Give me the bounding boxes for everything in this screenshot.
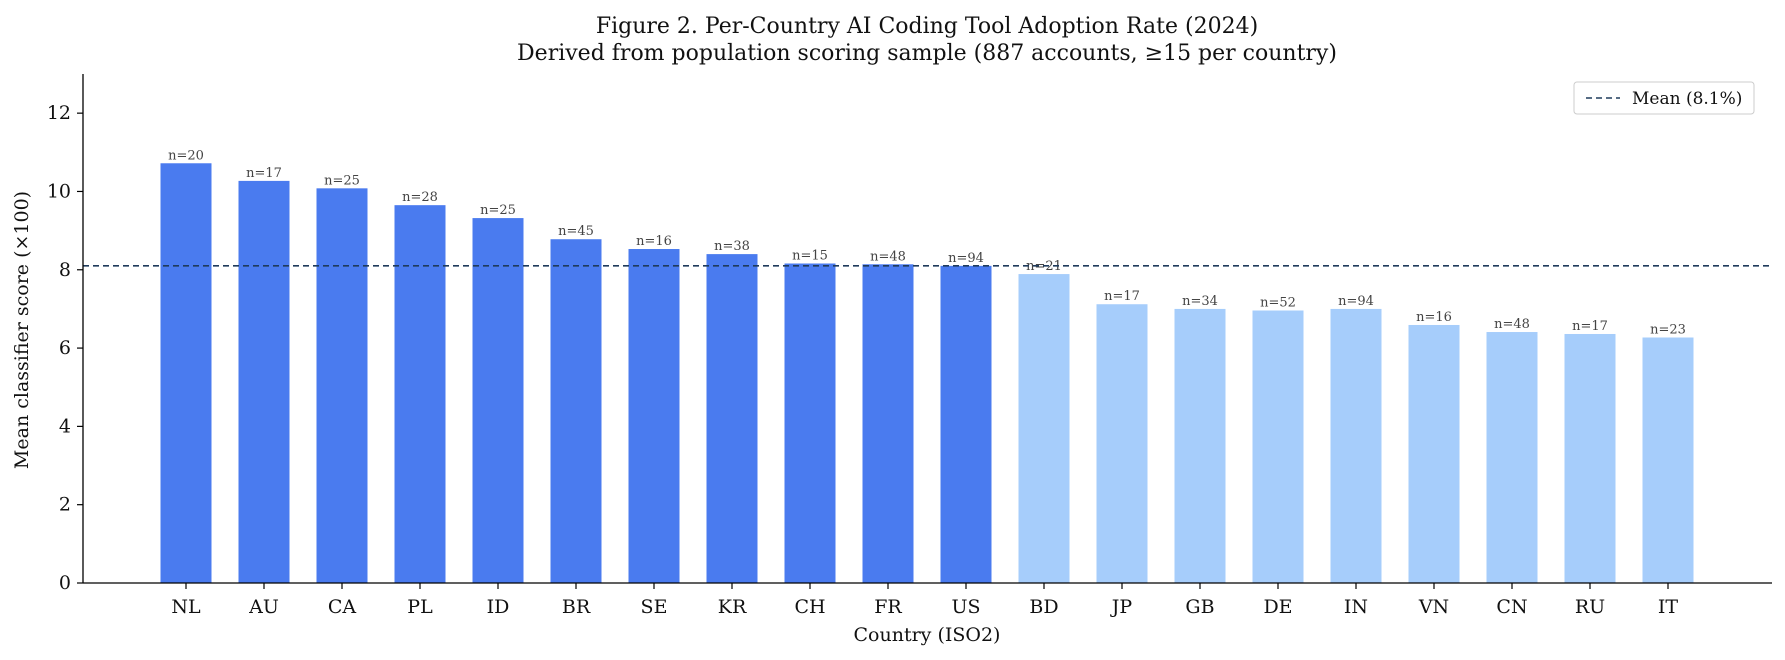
n-label-ch: n=15 — [792, 249, 828, 264]
n-label-se: n=16 — [636, 234, 672, 249]
bars-group — [160, 163, 1694, 584]
x-tick-label-nl: NL — [171, 596, 201, 618]
x-axis-ticks: NL AU CA PL ID BR SE KR CH FR US BD JP GB DE IN VN CN RU IT — [171, 583, 1678, 618]
bar-jp — [1096, 304, 1148, 583]
x-tick-label-id: ID — [487, 596, 510, 618]
n-label-nl: n=20 — [168, 148, 204, 163]
bar-br — [550, 239, 602, 583]
n-label-gb: n=34 — [1182, 294, 1218, 309]
x-tick-label-au: AU — [248, 596, 279, 618]
x-tick-label-cn: CN — [1496, 596, 1527, 618]
n-label-pl: n=28 — [402, 190, 438, 205]
y-axis-label: Mean classifier score (×100) — [11, 191, 33, 469]
bar-vn — [1408, 324, 1460, 583]
bar-ch — [784, 263, 836, 583]
legend-frame — [1573, 81, 1755, 115]
bar-cn — [1486, 332, 1538, 583]
x-tick-label-kr: KR — [718, 596, 747, 618]
x-tick-label-br: BR — [562, 596, 591, 618]
x-tick-label-jp: JP — [1110, 596, 1133, 618]
n-label-us: n=94 — [948, 251, 984, 266]
bar-nl — [160, 163, 212, 584]
bar-au — [238, 180, 290, 583]
y-tick-label: 4 — [59, 415, 71, 437]
y-axis-ticks: 0 2 4 6 8 10 12 — [47, 102, 83, 594]
y-tick-label: 8 — [59, 259, 71, 281]
bar-de — [1252, 310, 1304, 583]
chart-title: Figure 2. Per-Country AI Coding Tool Ado… — [596, 14, 1258, 39]
bar-in — [1330, 308, 1382, 583]
x-tick-label-bd: BD — [1029, 596, 1058, 618]
n-label-kr: n=38 — [714, 239, 750, 254]
x-tick-label-us: US — [951, 596, 980, 618]
x-tick-label-ch: CH — [794, 596, 825, 618]
bar-se — [628, 249, 680, 583]
sample-size-labels: n=20 n=17 n=25 n=28 n=25 n=45 n=16 n=38 n=15 n=48… — [168, 148, 1686, 337]
bar-ru — [1564, 333, 1616, 583]
bar-kr — [706, 254, 758, 583]
n-label-cn: n=48 — [1494, 317, 1530, 332]
bar-id — [472, 218, 524, 583]
x-tick-label-pl: PL — [407, 596, 433, 618]
bar-fr — [862, 264, 914, 583]
bar-it — [1642, 337, 1694, 583]
n-label-vn: n=16 — [1416, 310, 1452, 325]
x-tick-label-se: SE — [641, 596, 668, 618]
y-tick-label: 10 — [47, 180, 71, 202]
n-label-ru: n=17 — [1572, 319, 1608, 334]
x-tick-label-it: IT — [1658, 596, 1679, 618]
x-tick-label-de: DE — [1263, 596, 1292, 618]
n-label-id: n=25 — [480, 203, 516, 218]
n-label-au: n=17 — [246, 166, 282, 181]
bar-ca — [316, 188, 368, 583]
y-tick-label: 12 — [47, 102, 71, 124]
n-label-in: n=94 — [1338, 294, 1374, 309]
y-tick-label: 2 — [59, 494, 71, 516]
legend: Mean (8.1%) — [1573, 81, 1755, 115]
x-tick-label-in: IN — [1344, 596, 1368, 618]
bar-pl — [394, 205, 446, 583]
n-label-jp: n=17 — [1104, 289, 1140, 304]
bar-gb — [1174, 308, 1226, 583]
legend-mean-label: Mean (8.1%) — [1632, 89, 1742, 109]
x-tick-label-vn: VN — [1418, 596, 1449, 618]
n-label-de: n=52 — [1260, 295, 1296, 310]
x-tick-label-ca: CA — [328, 596, 357, 618]
n-label-ca: n=25 — [324, 173, 360, 188]
y-tick-label: 6 — [59, 337, 71, 359]
y-tick-label: 0 — [59, 572, 71, 594]
x-tick-label-ru: RU — [1575, 596, 1605, 618]
bar-us — [940, 265, 992, 583]
n-label-br: n=45 — [558, 224, 594, 239]
x-axis-label: Country (ISO2) — [854, 624, 1001, 646]
bar-bd — [1018, 274, 1070, 583]
chart-subtitle: Derived from population scoring sample (… — [517, 41, 1337, 66]
n-label-fr: n=48 — [870, 249, 906, 264]
x-tick-label-gb: GB — [1185, 596, 1214, 618]
x-tick-label-fr: FR — [874, 596, 902, 618]
n-label-it: n=23 — [1650, 323, 1686, 338]
